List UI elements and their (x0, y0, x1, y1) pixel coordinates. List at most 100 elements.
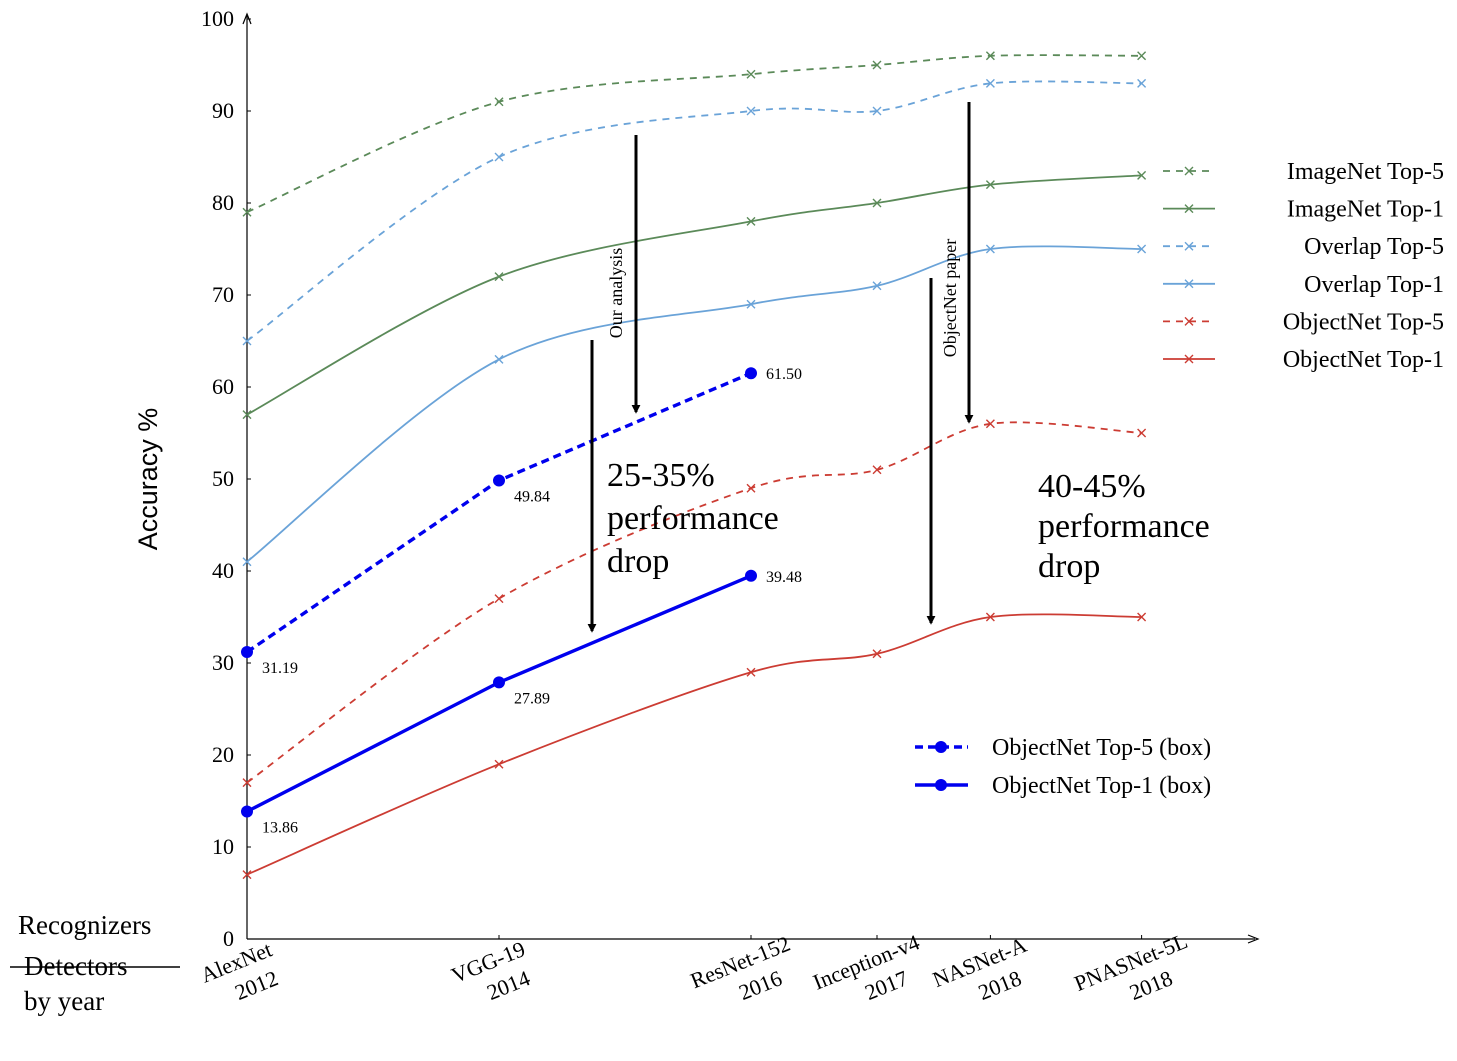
series-point-marker (985, 51, 995, 61)
box-series-dot (493, 676, 505, 689)
legend-swatch-marker (1184, 166, 1194, 176)
box-data-label: 61.50 (766, 366, 802, 383)
series-line (246, 54, 1142, 214)
axis-corner-caption: Recognizers Detectors by year (10, 910, 180, 1016)
series-point-marker (746, 667, 756, 677)
series-point-marker (1137, 170, 1147, 180)
corner-by-year: by year (24, 986, 104, 1016)
legend-entry-objectnet-top-5: ObjectNet Top-5 (1163, 309, 1444, 335)
legend-label: ImageNet Top-1 (1287, 197, 1444, 223)
series-point-marker (242, 207, 252, 217)
y-axis-arrowhead (242, 12, 252, 25)
drop-right-line-3: drop (1038, 548, 1100, 585)
y-tick-label: 70 (212, 282, 234, 307)
series-point-marker (746, 299, 756, 309)
series-line (246, 421, 1142, 784)
series-point-marker (985, 180, 995, 190)
series-point-marker (1137, 612, 1147, 622)
legend-swatch-dot (935, 741, 947, 753)
annotation-drop-right: 40-45% performance drop (1038, 468, 1210, 585)
series-point-marker (746, 106, 756, 116)
series-point-marker (1137, 78, 1147, 88)
series-point-marker (872, 649, 882, 659)
y-tick-label: 30 (212, 650, 234, 675)
legend-label: ObjectNet Top-5 (box) (992, 735, 1211, 761)
series-point-marker (242, 557, 252, 567)
corner-recognizers: Recognizers (18, 910, 151, 940)
series-imagenet-top-5 (242, 51, 1147, 217)
legend-label: Overlap Top-5 (1304, 234, 1444, 260)
series-point-marker (985, 244, 995, 254)
series-point-marker (985, 612, 995, 622)
legend-label: ObjectNet Top-5 (1283, 309, 1444, 335)
legend-swatch-dot (935, 779, 947, 791)
series-point-marker (1137, 428, 1147, 438)
legend-swatch-marker (1184, 241, 1194, 251)
legend-entry-overlap-top-5: Overlap Top-5 (1163, 234, 1444, 260)
box-series-dot (241, 646, 253, 659)
legend-swatch-marker (1184, 316, 1194, 326)
drop-left-line-1: 25-35% (607, 457, 715, 494)
series-point-marker (1137, 244, 1147, 254)
series-point-marker (872, 60, 882, 70)
annotation-our-analysis: Our analysis (606, 248, 626, 338)
box-data-label: 13.86 (262, 819, 298, 836)
series-line (246, 613, 1142, 876)
legend-label: ObjectNet Top-1 (1283, 347, 1444, 373)
series-point-marker (494, 759, 504, 769)
series-point-marker (242, 778, 252, 788)
series-imagenet-top-1 (242, 170, 1147, 420)
box-series-dot (241, 805, 253, 818)
series-point-marker (872, 465, 882, 475)
legend-label: ObjectNet Top-1 (box) (992, 773, 1211, 799)
series-point-marker (242, 410, 252, 420)
series-point-marker (494, 97, 504, 107)
y-tick-label: 60 (212, 374, 234, 399)
series-overlap-top-1 (242, 244, 1147, 567)
series-point-marker (746, 483, 756, 493)
y-ticks: 0 10 20 30 40 50 60 70 80 90 100 (201, 6, 251, 951)
series-line (246, 245, 1142, 563)
legend-entry-objectnet-top-1: ObjectNet Top-1 (1163, 347, 1444, 373)
corner-detectors-struck: Detectors (24, 951, 127, 981)
legend-swatch-marker (1184, 204, 1194, 214)
y-tick-label: 20 (212, 742, 234, 767)
series-point-marker (242, 870, 252, 880)
box-series-objectnet-top-1-box-: 13.86 27.89 39.48 (241, 569, 802, 836)
series-point-marker (872, 281, 882, 291)
legend-label: ImageNet Top-5 (1287, 159, 1444, 185)
series-point-marker (746, 216, 756, 226)
legend-entry-imagenet-top-5: ImageNet Top-5 (1163, 159, 1444, 185)
legend-entry-imagenet-top-1: ImageNet Top-1 (1163, 197, 1444, 223)
series-point-marker (242, 336, 252, 346)
legend-top: ImageNet Top-5 ImageNet Top-1 Overlap Top-… (1163, 159, 1444, 373)
box-data-label: 27.89 (514, 690, 550, 707)
y-tick-label: 100 (201, 6, 234, 31)
legend-entry-objectnet-top-5-box-: ObjectNet Top-5 (box) (915, 735, 1211, 761)
annotation-arrows (587, 102, 974, 633)
drop-right-line-1: 40-45% (1038, 468, 1146, 505)
box-data-label: 39.48 (766, 569, 802, 586)
x-axis-arrowhead (1247, 934, 1260, 944)
legend-entry-overlap-top-1: Overlap Top-1 (1163, 272, 1444, 298)
y-tick-label: 10 (212, 834, 234, 859)
box-series-dot (493, 474, 505, 487)
y-tick-label: 0 (223, 926, 234, 951)
y-tick-label: 40 (212, 558, 234, 583)
box-series-dot (745, 569, 757, 582)
y-axis-label: Accuracy % (133, 408, 163, 551)
drop-left-line-2: performance (607, 500, 779, 537)
legend-swatch-marker (1184, 354, 1194, 364)
series-point-marker (494, 272, 504, 282)
annotation-drop-left: 25-35% performance drop (607, 457, 779, 580)
legend-entry-objectnet-top-1-box-: ObjectNet Top-1 (box) (915, 773, 1211, 799)
series-objectnet-top-1 (242, 612, 1147, 880)
series-point-marker (985, 78, 995, 88)
annotation-objectnet-paper: ObjectNet paper (940, 239, 960, 357)
